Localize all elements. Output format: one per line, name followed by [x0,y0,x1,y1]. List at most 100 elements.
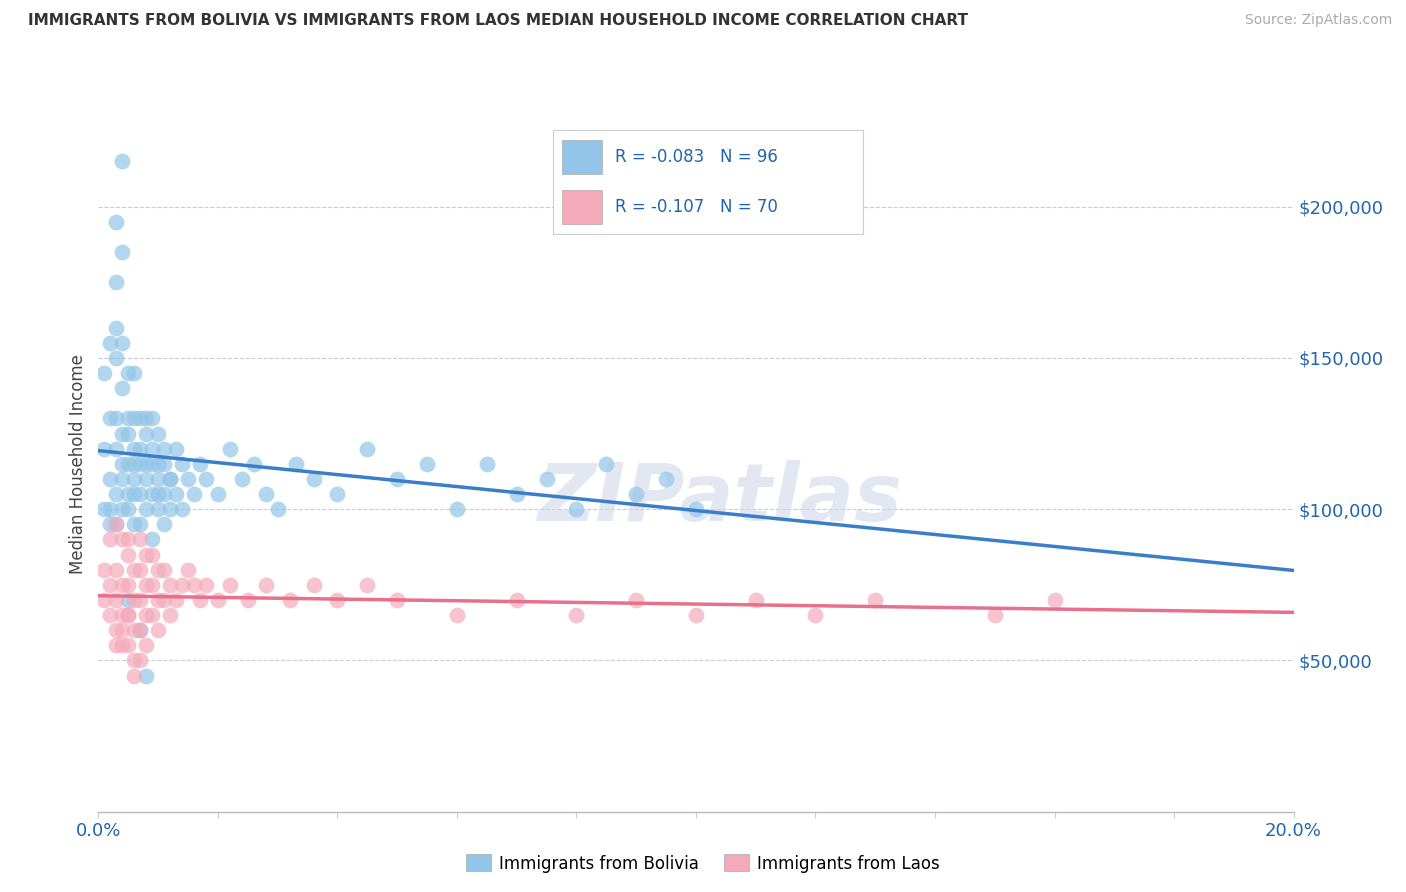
Point [124,653,146,667]
Point [98,411,122,425]
Point [111,381,134,395]
Point [148,563,170,577]
Point [93,502,115,516]
Point [194,472,218,486]
Point [117,411,139,425]
Text: ZIPatlas: ZIPatlas [537,459,903,538]
Point [135,578,157,592]
Point [117,426,139,441]
Point [124,668,146,682]
Point [93,366,115,380]
Point [117,608,139,623]
Point [165,442,187,456]
Point [105,320,128,334]
Point [93,593,115,607]
Point [207,487,229,501]
Point [129,533,152,547]
Point [506,487,529,501]
Point [111,502,134,516]
Point [105,593,128,607]
Point [745,593,768,607]
Point [267,502,290,516]
Point [183,578,205,592]
Point [105,411,128,425]
Point [177,563,200,577]
Point [98,533,122,547]
Point [98,335,122,350]
Point [804,608,827,623]
Point [135,548,157,562]
Point [111,472,134,486]
Point [129,487,152,501]
Point [153,593,176,607]
Point [624,487,647,501]
Point [153,487,176,501]
Point [111,608,134,623]
Point [326,487,349,501]
Point [159,608,181,623]
Point [148,624,170,638]
Point [111,335,134,350]
Point [536,472,558,486]
Point [135,608,157,623]
Point [111,638,134,652]
Point [105,517,128,532]
Point [159,472,181,486]
Point [194,578,218,592]
Point [117,502,139,516]
Point [135,638,157,652]
Point [172,457,194,471]
Point [148,472,170,486]
Point [148,426,170,441]
Point [506,593,529,607]
Point [624,593,647,607]
Point [135,457,157,471]
Point [98,608,122,623]
Point [148,593,170,607]
Point [124,366,146,380]
Point [111,154,134,169]
Point [135,426,157,441]
Point [117,593,139,607]
Point [153,442,176,456]
Point [243,457,266,471]
Point [446,502,468,516]
Point [153,517,176,532]
Point [475,457,498,471]
Point [565,608,588,623]
Point [105,638,128,652]
Point [141,608,163,623]
Point [135,472,157,486]
Point [105,487,128,501]
Point [141,442,163,456]
Point [326,593,349,607]
Point [129,411,152,425]
Point [135,502,157,516]
Point [172,578,194,592]
Point [231,472,253,486]
Text: IMMIGRANTS FROM BOLIVIA VS IMMIGRANTS FROM LAOS MEDIAN HOUSEHOLD INCOME CORRELAT: IMMIGRANTS FROM BOLIVIA VS IMMIGRANTS FR… [28,13,969,29]
Point [105,276,128,290]
Point [129,457,152,471]
Point [135,411,157,425]
Point [124,517,146,532]
Point [124,624,146,638]
Point [254,578,277,592]
Point [111,426,134,441]
Point [124,411,146,425]
Point [111,457,134,471]
Point [148,487,170,501]
Point [172,502,194,516]
Point [219,442,242,456]
Point [117,548,139,562]
Point [124,457,146,471]
Point [416,457,439,471]
Point [385,593,409,607]
Point [188,457,211,471]
Point [141,457,163,471]
Point [129,593,152,607]
Point [117,608,139,623]
Point [93,563,115,577]
Point [595,457,617,471]
Legend: Immigrants from Bolivia, Immigrants from Laos: Immigrants from Bolivia, Immigrants from… [460,847,946,880]
